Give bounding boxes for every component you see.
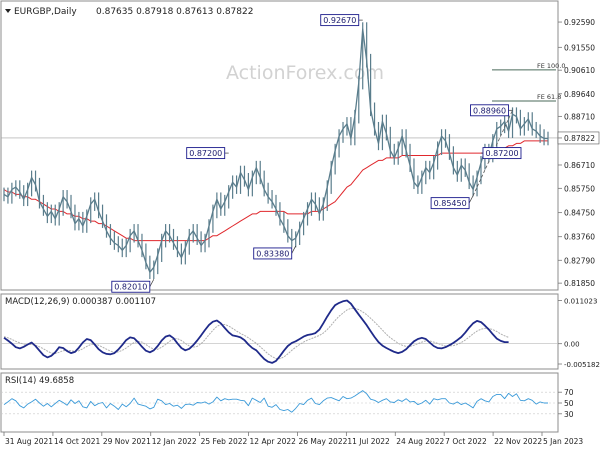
annotation-connector [149,279,155,287]
price-tick-label: 0.90610 [564,66,595,75]
rsi-tick-label: 70 [564,388,574,397]
price-tick-label: 0.87822 [564,134,595,143]
annotation-label: 0.83380 [256,249,289,258]
rsi-tick-label: 30 [564,410,574,419]
annotation-box [430,197,470,210]
price-tick-label: 0.86710 [564,161,595,170]
symbol-label: EURGBP,Daily [14,7,77,17]
rsi-title: RSI(14) 49.6858 [5,376,74,386]
ohlc-values: 0.87635 0.87918 0.87613 0.87822 [96,7,253,17]
fib-level-label: FE 100.0 [537,62,566,70]
x-tick-label: 11 Jul 2022 [347,437,390,446]
x-tick-label: 12 Jan 2022 [152,437,197,446]
watermark-text: ActionForex.com [226,62,384,84]
x-tick-label: 24 Aug 2022 [396,437,444,446]
annotation-box [470,104,509,117]
x-tick-label: 31 Aug 2021 [5,437,53,446]
price-tick-label: 0.82790 [564,256,595,265]
x-tick-label: 29 Nov 2021 [103,437,151,446]
x-tick-label: 12 Apr 2022 [250,437,297,446]
annotation-box [111,280,151,293]
rsi-line [3,390,548,413]
x-tick-label: 5 Jan 2023 [543,437,583,446]
annotation-box [253,247,293,260]
annotation-box [186,147,226,160]
price-tick-label: 0.88710 [564,112,595,121]
price-tick-label: 0.81850 [564,279,595,288]
rsi-tick-label: 50 [564,399,574,408]
macd-tick-label: 0.011023 [564,297,597,305]
annotation-label: 0.85450 [434,199,467,208]
rsi-panel-frame [0,372,559,433]
dropdown-triangle-icon[interactable] [5,9,11,13]
price-tick-label: 0.89640 [564,90,595,99]
price-tick-label: 0.85750 [564,184,595,193]
price-tick-label: 0.91550 [564,43,595,52]
fib-level-label: FE 61.8 [537,93,561,101]
macd-layer [1,299,558,364]
x-tick-label: 26 May 2022 [298,437,347,446]
macd-tick-label: -0.005182 [564,361,600,369]
annotation-label: 0.87200 [189,149,222,158]
macd-tick-label: 0.00 [564,341,580,349]
macd-title: MACD(12,26,9) 0.000387 0.001107 [5,297,156,307]
annotation-box [320,14,360,27]
x-tick-label: 25 Feb 2022 [201,437,248,446]
price-layer: FE 100.0 FE 61.8 0.92670 0.87200 0.83380 0.82… [3,14,566,293]
x-tick-label: 7 Oct 2022 [445,437,487,446]
annotation-label: 0.87200 [485,149,518,158]
price-panel-frame [0,0,559,291]
sma-line [3,140,548,242]
annotation-connector [468,195,474,204]
macd-signal-line [3,307,509,360]
x-tick-label: 22 Nov 2022 [494,437,542,446]
macd-panel-frame [0,293,559,370]
price-tick-label: 0.92590 [564,18,595,27]
price-tick-label: 0.84750 [564,209,595,218]
x-axis: 31 Aug 2021 14 Oct 2021 29 Nov 2021 12 Jan … [3,432,583,446]
annotation-label: 0.92670 [323,16,356,25]
header: EURGBP,Daily 0.87635 0.87918 0.87613 0.8… [5,7,253,17]
annotation-label: 0.88960 [473,106,506,115]
macd-line [3,299,509,364]
y-axis: 0.92590 0.91550 0.90610 0.89640 0.88710 0.878… [557,18,600,419]
annotation-box [482,147,522,160]
x-tick-label: 14 Oct 2021 [54,437,101,446]
rsi-layer [1,390,558,415]
annotation-label: 0.82010 [114,283,147,292]
annotation-connector [291,245,297,254]
price-tick-label: 0.83760 [564,233,595,242]
